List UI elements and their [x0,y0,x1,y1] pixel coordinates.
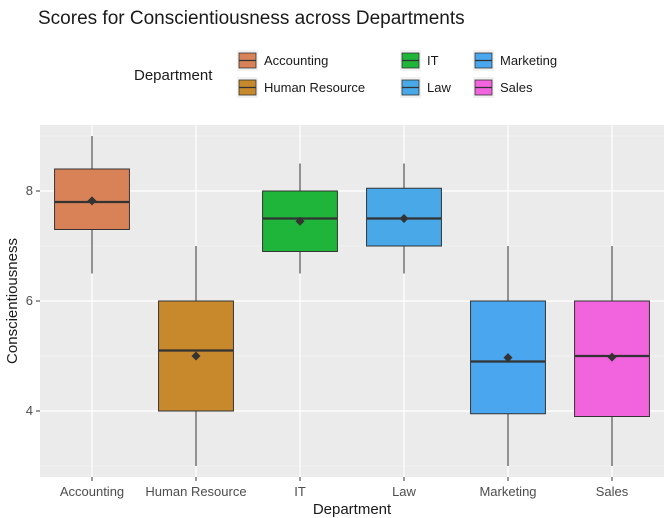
boxes [54,136,650,466]
chart-title: Scores for Conscientiousness across Depa… [38,8,465,29]
x-tick-label: IT [294,484,306,499]
x-tick-label: Marketing [479,484,536,499]
mean-marker [503,353,513,363]
legend-item: IT [400,50,439,71]
legend-item: Law [400,77,451,98]
legend-label: Sales [500,80,533,95]
legend-item: Sales [473,77,533,98]
x-axis-title: Department [313,501,392,518]
legend: Accounting Human Resource IT Law Marketing Sa… [237,50,557,98]
x-axis: Accounting Human Resource IT Law Marketing Sa… [60,477,629,499]
legend-item: Accounting [237,50,328,71]
mean-marker [295,216,305,226]
mean-marker [87,196,97,206]
legend-label: Human Resource [264,80,365,95]
x-tick-label: Human Resource [145,484,246,499]
legend-label: Marketing [500,53,557,68]
box-human-resource [158,246,234,466]
legend-item: Marketing [473,50,557,71]
box-law [366,163,442,274]
legend-item: Human Resource [237,77,365,98]
box-accounting [54,136,130,274]
y-axis: 4 6 8 [26,183,40,418]
mean-marker [191,351,201,361]
legend-label: IT [427,53,439,68]
x-tick-label: Sales [596,484,629,499]
mean-marker [607,352,617,362]
legend-label: Accounting [264,53,328,68]
x-tick-label: Accounting [60,484,124,499]
legend-label: Law [427,80,451,95]
y-axis-title: Conscientiousness [4,238,21,364]
box-marketing [470,246,546,466]
box-it [262,163,338,274]
x-tick-label: Law [392,484,416,499]
y-tick-label: 8 [26,183,33,198]
y-tick-label: 4 [26,403,33,418]
box-sales [574,246,650,466]
mean-marker [399,214,409,223]
legend-title: Department [134,67,213,84]
y-tick-label: 6 [26,293,33,308]
